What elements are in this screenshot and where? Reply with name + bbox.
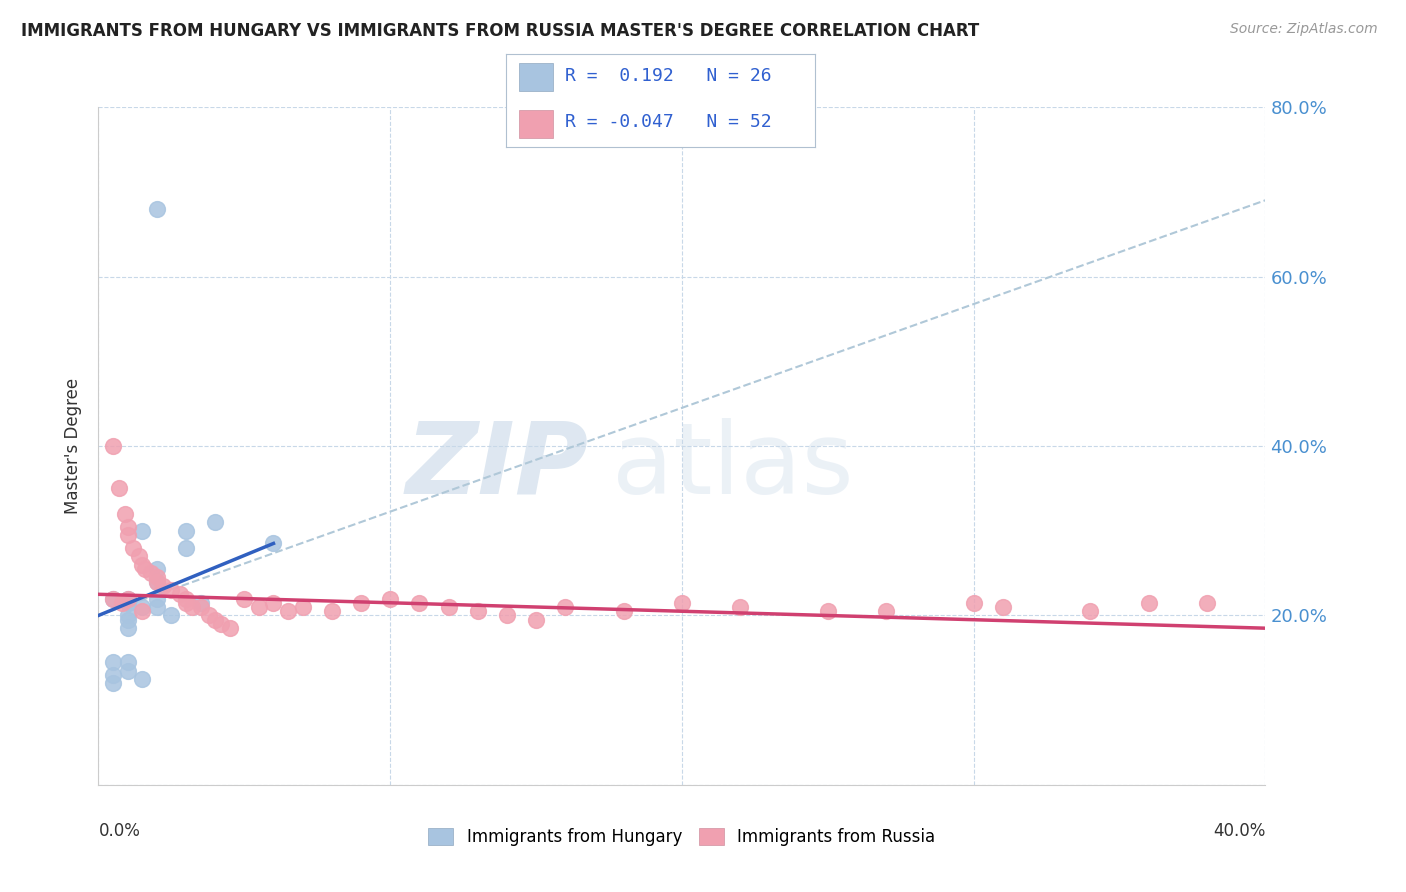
Point (117, 528, 139, 542)
Point (146, 599, 169, 614)
Point (146, 570, 169, 584)
Text: 0.0%: 0.0% (98, 822, 141, 840)
Point (321, 604, 343, 618)
Point (262, 596, 284, 610)
Point (262, 536, 284, 550)
Text: R =  0.192   N = 26: R = 0.192 N = 26 (565, 68, 772, 86)
Point (117, 591, 139, 606)
Point (122, 541, 145, 555)
Point (101, 591, 124, 606)
Point (174, 524, 197, 538)
Point (139, 566, 162, 581)
Point (131, 672, 153, 686)
Point (114, 507, 136, 521)
Text: R = -0.047   N = 52: R = -0.047 N = 52 (565, 113, 772, 131)
Point (174, 596, 197, 610)
Point (117, 655, 139, 669)
Point (160, 583, 183, 598)
Point (437, 599, 460, 614)
Point (117, 621, 139, 635)
Point (101, 439, 124, 453)
Text: IMMIGRANTS FROM HUNGARY VS IMMIGRANTS FROM RUSSIA MASTER'S DEGREE CORRELATION CH: IMMIGRANTS FROM HUNGARY VS IMMIGRANTS FR… (21, 22, 980, 40)
Point (101, 591, 124, 606)
Point (131, 524, 153, 538)
Point (1137, 596, 1160, 610)
Point (467, 604, 489, 618)
Point (204, 613, 226, 627)
Point (152, 579, 174, 593)
Point (146, 562, 169, 576)
Point (817, 604, 839, 618)
Point (554, 599, 576, 614)
Point (612, 604, 634, 618)
Point (180, 599, 202, 614)
Point (233, 591, 256, 606)
Point (174, 591, 197, 606)
Text: Source: ZipAtlas.com: Source: ZipAtlas.com (1230, 22, 1378, 37)
Point (209, 617, 232, 632)
Point (131, 604, 153, 618)
Point (247, 599, 270, 614)
Point (117, 608, 139, 623)
Point (1195, 596, 1218, 610)
Point (962, 596, 984, 610)
Point (991, 599, 1014, 614)
Point (1080, 604, 1102, 618)
Point (277, 604, 299, 618)
Point (117, 596, 139, 610)
Bar (519, 63, 553, 91)
Point (291, 599, 314, 614)
Point (101, 655, 124, 669)
Point (117, 519, 139, 533)
Point (131, 599, 153, 614)
Point (408, 596, 430, 610)
Bar (519, 110, 553, 138)
Point (146, 574, 169, 589)
Point (671, 596, 693, 610)
Legend: Immigrants from Hungary, Immigrants from Russia: Immigrants from Hungary, Immigrants from… (422, 822, 942, 853)
Point (131, 558, 153, 572)
Point (117, 664, 139, 678)
Point (190, 599, 212, 614)
Point (169, 587, 191, 601)
Point (875, 604, 897, 618)
Point (134, 562, 156, 576)
Point (108, 482, 131, 496)
Point (111, 596, 134, 610)
Point (218, 621, 240, 635)
Point (101, 676, 124, 690)
Point (146, 591, 169, 606)
Point (146, 202, 169, 216)
Point (730, 599, 752, 614)
Point (204, 515, 226, 529)
Point (128, 549, 150, 564)
Point (380, 591, 402, 606)
Text: atlas: atlas (612, 417, 853, 515)
Point (198, 608, 221, 623)
Point (160, 608, 183, 623)
Point (496, 608, 519, 623)
Point (190, 596, 212, 610)
Point (117, 591, 139, 606)
Point (524, 613, 547, 627)
Text: ZIP: ZIP (405, 417, 589, 515)
Text: 40.0%: 40.0% (1213, 822, 1265, 840)
Point (117, 596, 139, 610)
Point (350, 596, 373, 610)
Point (174, 541, 197, 555)
Point (146, 574, 169, 589)
Point (117, 613, 139, 627)
Y-axis label: Master's Degree: Master's Degree (65, 378, 83, 514)
Point (101, 667, 124, 681)
